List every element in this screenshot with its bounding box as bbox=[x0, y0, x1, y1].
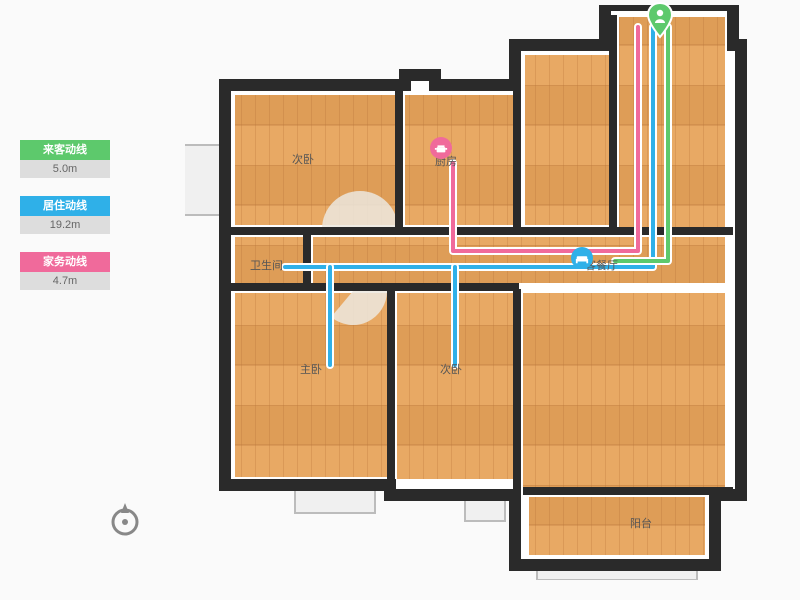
entry-pin-icon bbox=[645, 1, 675, 46]
pot-icon bbox=[430, 137, 452, 159]
room-label-bathroom: 卫生间 bbox=[250, 257, 283, 273]
legend-item-resident: 居住动线 19.2m bbox=[20, 196, 110, 234]
floorplan-diagram: 次卧 厨房 卫生间 客餐厅 主卧 次卧 阳台 bbox=[185, 5, 785, 580]
legend-label: 来客动线 bbox=[20, 140, 110, 160]
legend-item-housework: 家务动线 4.7m bbox=[20, 252, 110, 290]
room-label-bedroom2b: 次卧 bbox=[440, 361, 462, 377]
legend-value: 19.2m bbox=[20, 216, 110, 234]
room-label-balcony: 阳台 bbox=[630, 515, 652, 531]
legend-label: 居住动线 bbox=[20, 196, 110, 216]
room-label-bedroom2a: 次卧 bbox=[292, 151, 314, 167]
legend-value: 4.7m bbox=[20, 272, 110, 290]
compass-icon bbox=[105, 500, 145, 545]
legend-label: 家务动线 bbox=[20, 252, 110, 272]
route-legend: 来客动线 5.0m 居住动线 19.2m 家务动线 4.7m bbox=[20, 140, 110, 308]
sofa-icon bbox=[571, 247, 593, 269]
legend-item-guest: 来客动线 5.0m bbox=[20, 140, 110, 178]
room-label-master: 主卧 bbox=[300, 361, 322, 377]
legend-value: 5.0m bbox=[20, 160, 110, 178]
